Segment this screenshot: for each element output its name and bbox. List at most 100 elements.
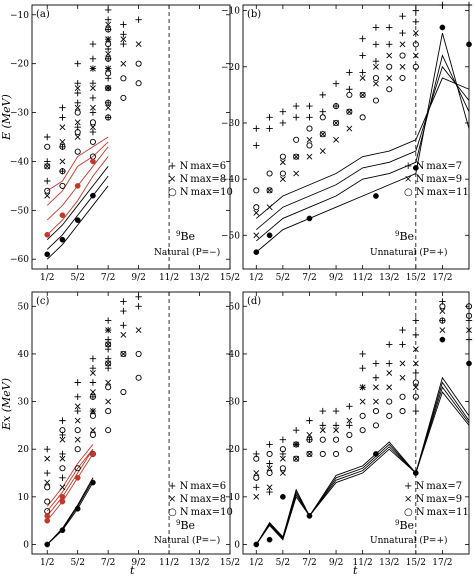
point-circle (293, 136, 300, 143)
point-plus (399, 341, 406, 348)
x-tick-label: 5/2 (276, 273, 290, 283)
y-tick-label: −60 (10, 255, 29, 265)
x-tick-label: 1/2 (40, 558, 54, 568)
point-circle (439, 317, 446, 324)
point-cross (412, 30, 419, 37)
y-tick-label: −30 (221, 119, 240, 129)
point-plus (44, 133, 51, 141)
point-cross (253, 493, 260, 500)
point-dot (90, 479, 96, 486)
point-plus (465, 336, 473, 343)
point-dot (306, 215, 313, 222)
point-circle (105, 427, 112, 434)
point-plus (359, 69, 366, 76)
point-circle (346, 431, 353, 438)
curve-black (256, 65, 470, 231)
point-cross (253, 470, 260, 476)
legend-c-3: ○ N max=10 (168, 507, 233, 518)
panel-d-marks: 0 10 20 30 40 50 1/2 5/2 7/2 9/2 11/2 13/2 15/2 17/2 (229, 292, 473, 568)
point-dot (280, 493, 286, 500)
point-circle (359, 91, 366, 98)
point-dot (466, 360, 472, 367)
point-circle (279, 446, 286, 453)
legend-a-3: ○ N max=10 (168, 187, 233, 198)
point-cross (90, 85, 96, 92)
point-dot (44, 513, 51, 519)
y-tick-label: −10 (221, 7, 240, 17)
point-circle (89, 412, 96, 419)
point-circle (465, 303, 473, 310)
point-circle (359, 412, 366, 419)
point-circle (44, 187, 51, 194)
curve-red (46, 136, 109, 192)
point-plus (279, 108, 287, 115)
point-plus (74, 407, 81, 415)
point-circle (253, 204, 260, 211)
panel-a: (a) −60 −50 −40 −30 −20 −10 1/2 5/2 7/2 9/2 11/2 13… (0, 4, 240, 283)
point-circle (306, 450, 313, 458)
point-cross (74, 436, 81, 443)
point-dot (44, 541, 51, 548)
point-cross (59, 124, 66, 131)
y-tick-label: 10 (18, 493, 30, 503)
point-cross (346, 125, 353, 132)
point-circle (59, 143, 66, 150)
point-plus (439, 1, 446, 9)
point-plus (465, 1, 473, 9)
point-circle (105, 360, 112, 367)
point-plus (59, 474, 66, 481)
point-plus (74, 99, 81, 106)
point-cross (135, 327, 142, 334)
point-cross (90, 389, 96, 395)
point-circle (279, 170, 286, 177)
point-dot (466, 41, 472, 48)
point-cross (90, 370, 96, 376)
y-tick-label: −40 (221, 175, 240, 185)
panel-b-marks: −50 −40 −30 −20 −10 1/2 5/2 7/2 9/2 11/2 13/2 15/2 1… (221, 1, 473, 283)
point-plus (74, 89, 81, 97)
point-plus (346, 86, 353, 93)
x-tick-label: 15/2 (220, 273, 240, 283)
point-plus (386, 360, 393, 367)
point-plus (412, 369, 420, 377)
point-plus (412, 317, 420, 324)
point-circle (372, 97, 379, 104)
point-cross (346, 417, 353, 424)
point-cross (105, 398, 112, 405)
point-plus (89, 379, 97, 386)
point-cross (266, 204, 273, 211)
panel-c-legend: + N max=6 × N max=8 ○ N max=10 (168, 481, 233, 518)
point-dot (59, 212, 66, 219)
point-plus (306, 114, 313, 121)
point-cross (59, 484, 66, 491)
point-cross (279, 176, 286, 183)
point-circle (74, 465, 81, 472)
point-circle (333, 103, 340, 110)
x-tick-label: 17/2 (432, 273, 452, 283)
point-circle (266, 469, 273, 477)
point-plus (372, 24, 380, 31)
point-cross (279, 159, 286, 166)
panel-d-xlabel: t (353, 564, 358, 577)
point-cross (439, 327, 446, 334)
point-circle (105, 26, 112, 33)
point-dot (74, 474, 81, 481)
point-dot (74, 217, 81, 223)
legend-a-1: + N max=6 (168, 161, 226, 172)
point-plus (359, 365, 366, 372)
point-cross (319, 427, 326, 434)
point-cross (386, 384, 393, 391)
legend-b-2: × N max=9 (404, 174, 462, 185)
nucleus-a-mass: 9 (176, 230, 180, 238)
point-plus (292, 114, 300, 121)
point-circle (74, 109, 81, 116)
x-tick-label: 11/2 (159, 558, 179, 568)
point-plus (319, 108, 326, 115)
x-tick-label: 7/2 (302, 558, 316, 568)
x-tick-label: 9/2 (329, 558, 343, 568)
point-circle (399, 408, 406, 415)
point-plus (346, 403, 353, 410)
curve-red (46, 448, 94, 517)
point-circle (386, 398, 393, 405)
legend-d-2: × N max=9 (404, 494, 462, 505)
